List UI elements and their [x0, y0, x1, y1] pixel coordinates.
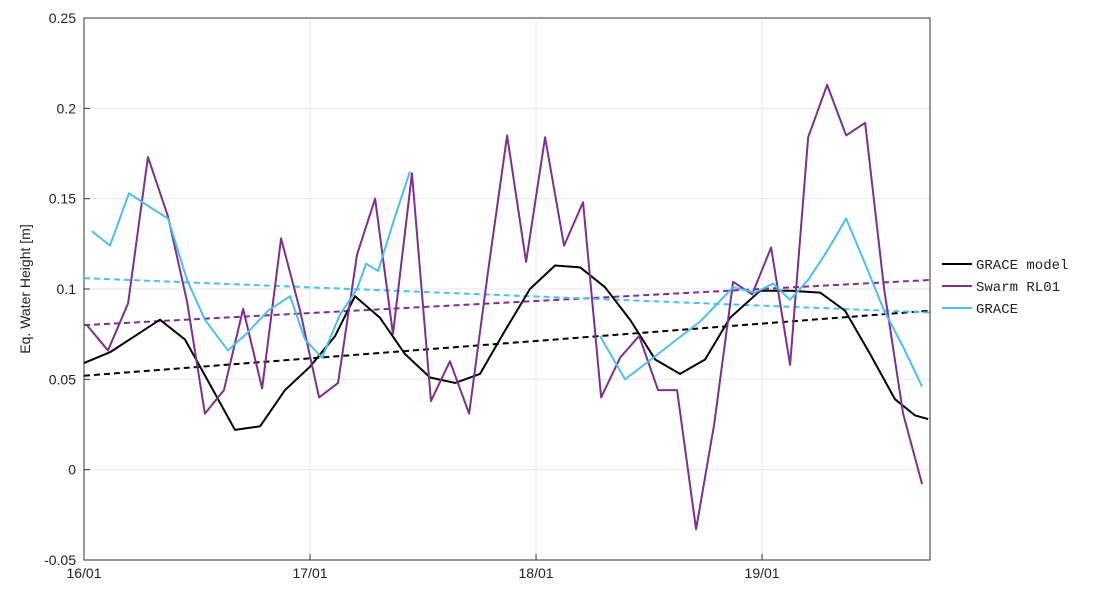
plot-frame [83, 17, 931, 561]
series-line [91, 171, 923, 387]
series-line [83, 264, 929, 431]
y-tick-label: 0.2 [57, 100, 77, 116]
y-tick-label: 0 [68, 462, 76, 478]
legend-label: Swarm RL01 [976, 280, 1060, 296]
y-axis-label: Eq. Water Height [m] [17, 224, 33, 353]
y-tick-label: 0.15 [49, 191, 76, 207]
y-tick-label: 0.25 [49, 10, 76, 26]
trend-line [83, 278, 931, 327]
legend-label: GRACE model [976, 258, 1068, 274]
x-tick-label: 18/01 [519, 565, 554, 581]
trend-line [83, 277, 931, 314]
y-tick-label: 0.1 [57, 281, 77, 297]
legend: GRACE model Swarm RL01 GRACE [942, 258, 1068, 318]
x-tick-label: 16/01 [66, 565, 101, 581]
x-tick-label: 17/01 [292, 565, 327, 581]
y-tick-label: -0.05 [44, 552, 76, 568]
trend-line [83, 309, 931, 377]
series-line [86, 83, 924, 531]
x-tick-label: 19/01 [745, 565, 780, 581]
legend-label: GRACE [976, 302, 1018, 318]
y-tick-label: 0.05 [49, 371, 76, 387]
